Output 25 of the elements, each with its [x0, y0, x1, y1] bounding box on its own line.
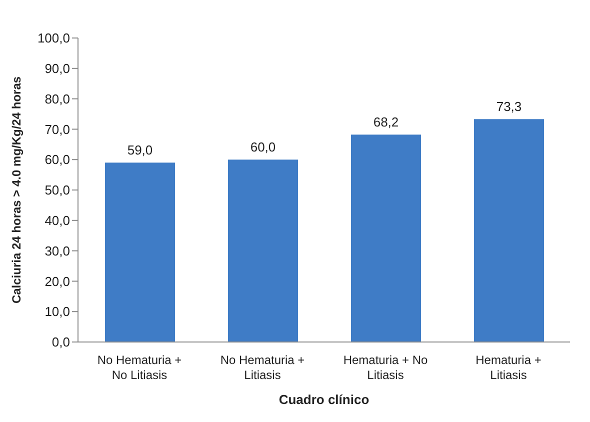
x-tick-label: Hematuria + No Litiasis [343, 353, 428, 382]
y-tick-label: 30,0 [44, 243, 70, 258]
data-label: 60,0 [250, 140, 276, 155]
y-tick-label: 100,0 [37, 30, 70, 46]
data-label: 68,2 [373, 114, 399, 130]
y-tick-label: 50,0 [44, 182, 70, 198]
x-tick-label: No Hematuria + Litiasis [220, 353, 305, 382]
bar [474, 119, 544, 342]
data-label: 59,0 [127, 142, 153, 158]
y-axis-title: Calciuria 24 horas > 4.0 mg/Kg/24 horas [9, 76, 24, 304]
y-tick-label: 40,0 [44, 213, 70, 228]
data-label: 73,3 [496, 99, 522, 114]
y-tick-label: 90,0 [44, 61, 70, 76]
x-tick-label: Hematuria + Litiasis [476, 353, 542, 382]
x-axis-title: Cuadro clínico [278, 392, 370, 407]
x-tick-label: No Hematuria + No Litiasis [97, 353, 182, 382]
y-tick-label: 60,0 [44, 152, 70, 168]
bar [351, 134, 421, 342]
bar [105, 162, 175, 342]
y-tick-label: 20,0 [44, 274, 70, 289]
y-tick-label: 10,0 [44, 304, 70, 320]
bar [228, 160, 298, 342]
y-tick-label: 70,0 [44, 122, 70, 137]
y-tick-label: 0,0 [52, 334, 70, 350]
y-tick-label: 80,0 [44, 91, 70, 106]
